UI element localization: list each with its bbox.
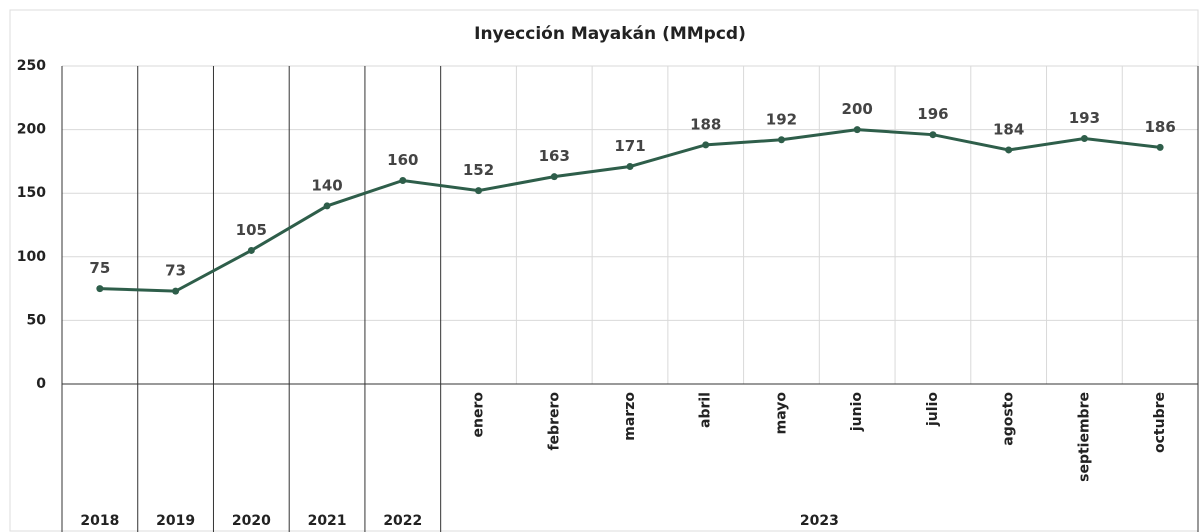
frame [9,9,1199,532]
data-point [96,285,104,293]
data-point [399,176,407,184]
x-group-label: 2023 [800,513,839,529]
y-tick-label: 150 [17,185,46,201]
data-label: 75 [89,259,110,277]
data-point [929,131,937,139]
data-point [626,162,634,170]
x-tick-label: enero [471,392,487,438]
data-point [777,136,785,144]
x-tick-label: marzo [622,392,638,441]
data-label: 140 [311,176,342,194]
x-tick-label: 2020 [232,513,271,529]
data-point [1080,135,1088,143]
data-point [172,287,180,295]
x-tick-label: agosto [1001,392,1017,446]
chart-title: Inyección Mayakán (MMpcd) [474,24,746,44]
x-tick-label: julio [925,392,941,427]
x-tick-label: 2018 [80,513,119,529]
data-point [853,126,861,134]
y-tick-label: 50 [27,312,47,328]
x-tick-label: 2022 [383,513,422,529]
data-label: 160 [387,151,418,169]
data-point [550,173,558,181]
data-label: 196 [917,105,948,123]
data-label: 171 [614,137,645,155]
y-tick-label: 250 [17,58,46,74]
x-tick-label: octubre [1152,392,1168,453]
data-point [323,202,331,210]
y-tick-label: 0 [36,376,46,392]
data-label: 188 [690,115,721,133]
y-tick-label: 100 [17,249,46,265]
data-point [475,187,483,195]
data-label: 200 [842,100,873,118]
x-tick-label: abril [698,392,714,428]
x-tick-label: 2019 [156,513,195,529]
data-label: 73 [165,262,186,280]
data-point [702,141,710,149]
x-tick-label: mayo [773,392,789,435]
x-tick-label: 2021 [308,513,347,529]
y-tick-label: 200 [17,122,46,138]
x-tick-label: septiembre [1076,392,1092,482]
x-tick-label: junio [849,392,865,433]
data-point [247,246,255,254]
data-label: 105 [236,221,267,239]
data-label: 163 [539,147,570,165]
data-label: 186 [1144,118,1175,136]
data-label: 152 [463,161,494,179]
data-label: 193 [1069,109,1100,127]
data-point [1156,143,1164,151]
data-label: 192 [766,110,797,128]
data-point [1005,146,1013,154]
data-label: 184 [993,120,1024,138]
x-tick-label: febrero [546,392,562,451]
